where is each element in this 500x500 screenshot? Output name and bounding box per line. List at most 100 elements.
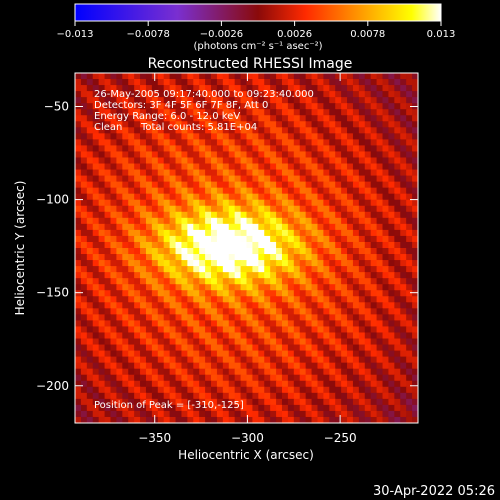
- heatmap-cell: [376, 217, 384, 225]
- heatmap-cell: [264, 223, 271, 231]
- heatmap-cell: [122, 91, 129, 98]
- heatmap-cell: [329, 175, 336, 183]
- heatmap-cell: [169, 356, 177, 364]
- heatmap-cell: [240, 254, 248, 261]
- heatmap-cell: [352, 157, 360, 165]
- heatmap-cell: [376, 248, 384, 255]
- heatmap-cell: [329, 392, 336, 400]
- heatmap-cell: [352, 223, 360, 231]
- heatmap-cell: [187, 296, 194, 303]
- heatmap-cell: [352, 284, 360, 291]
- heatmap-cell: [163, 73, 171, 80]
- heatmap-cell: [400, 332, 407, 340]
- heatmap-cell: [406, 320, 413, 328]
- heatmap-cell: [394, 350, 401, 358]
- heatmap-cell: [140, 217, 147, 225]
- heatmap-cell: [240, 109, 248, 116]
- heatmap-cell: [400, 308, 407, 315]
- heatmap-cell: [181, 392, 188, 400]
- heatmap-cell: [216, 344, 224, 352]
- heatmap-cell: [110, 380, 117, 388]
- heatmap-cell: [287, 278, 295, 285]
- heatmap-cell: [110, 410, 117, 418]
- heatmap-cell: [122, 145, 129, 153]
- heatmap-cell: [98, 266, 106, 273]
- heatmap-cell: [358, 187, 366, 195]
- heatmap-cell: [104, 133, 112, 140]
- heatmap-cell: [347, 338, 354, 346]
- heatmap-cell: [92, 254, 100, 261]
- heatmap-cell: [299, 73, 307, 80]
- heatmap-cell: [388, 356, 395, 364]
- heatmap-cell: [376, 374, 384, 382]
- heatmap-cell: [199, 163, 206, 171]
- heatmap-cell: [128, 320, 135, 328]
- heatmap-cell: [252, 235, 259, 243]
- heatmap-cell: [258, 278, 265, 285]
- heatmap-cell: [258, 266, 265, 273]
- heatmap-cell: [228, 199, 236, 207]
- heatmap-cell: [205, 380, 212, 388]
- heatmap-cell: [394, 344, 401, 352]
- heatmap-cell: [163, 223, 171, 231]
- heatmap-cell: [187, 362, 194, 370]
- heatmap-cell: [412, 211, 418, 219]
- heatmap-cell: [341, 211, 348, 219]
- heatmap-cell: [175, 85, 183, 92]
- heatmap-cell: [211, 284, 218, 291]
- heatmap-cell: [80, 356, 88, 364]
- heatmap-cell: [287, 308, 295, 315]
- heatmap-cell: [151, 362, 159, 370]
- heatmap-cell: [276, 266, 283, 273]
- heatmap-cell: [175, 109, 183, 116]
- heatmap-cell: [151, 181, 159, 189]
- heatmap-cell: [134, 410, 141, 418]
- heatmap-cell: [80, 169, 88, 177]
- heatmap-cell: [276, 103, 283, 110]
- heatmap-cell: [86, 398, 94, 406]
- heatmap-cell: [370, 85, 378, 92]
- heatmap-cell: [264, 211, 271, 219]
- heatmap-cell: [205, 151, 212, 159]
- heatmap-cell: [116, 217, 123, 225]
- heatmap-cell: [122, 266, 129, 273]
- heatmap-cell: [80, 85, 88, 92]
- heatmap-cell: [222, 338, 230, 346]
- heatmap-cell: [163, 109, 171, 116]
- heatmap-cell: [104, 404, 112, 412]
- heatmap-cell: [293, 278, 301, 285]
- heatmap-cell: [222, 157, 230, 165]
- heatmap-cell: [400, 217, 407, 225]
- heatmap-cell: [86, 175, 94, 183]
- heatmap-cell: [216, 308, 224, 315]
- heatmap-cell: [258, 193, 265, 201]
- heatmap-cell: [211, 404, 218, 412]
- heatmap-cell: [323, 362, 330, 370]
- heatmap-cell: [187, 217, 194, 225]
- heatmap-cell: [270, 169, 277, 177]
- heatmap-cell: [270, 193, 277, 201]
- heatmap-cell: [86, 145, 94, 153]
- heatmap-cell: [199, 320, 206, 328]
- heatmap-cell: [157, 296, 165, 303]
- heatmap-cell: [412, 368, 418, 376]
- heatmap-cell: [169, 302, 177, 309]
- heatmap-cell: [412, 205, 418, 213]
- heatmap-cell: [134, 79, 141, 86]
- heatmap-cell: [258, 157, 265, 165]
- heatmap-cell: [329, 332, 336, 340]
- heatmap-cell: [80, 260, 88, 267]
- heatmap-cell: [364, 187, 372, 195]
- heatmap-cell: [211, 350, 218, 358]
- heatmap-cell: [299, 145, 307, 153]
- heatmap-cell: [157, 133, 165, 140]
- heatmap-cell: [299, 181, 307, 189]
- heatmap-cell: [240, 248, 248, 255]
- heatmap-cell: [216, 223, 224, 231]
- heatmap-cell: [352, 350, 360, 358]
- heatmap-cell: [199, 193, 206, 201]
- heatmap-cell: [352, 91, 360, 98]
- heatmap-cell: [145, 386, 153, 394]
- heatmap-cell: [293, 272, 301, 279]
- colorbar-tick-label: 0.0078: [350, 29, 385, 40]
